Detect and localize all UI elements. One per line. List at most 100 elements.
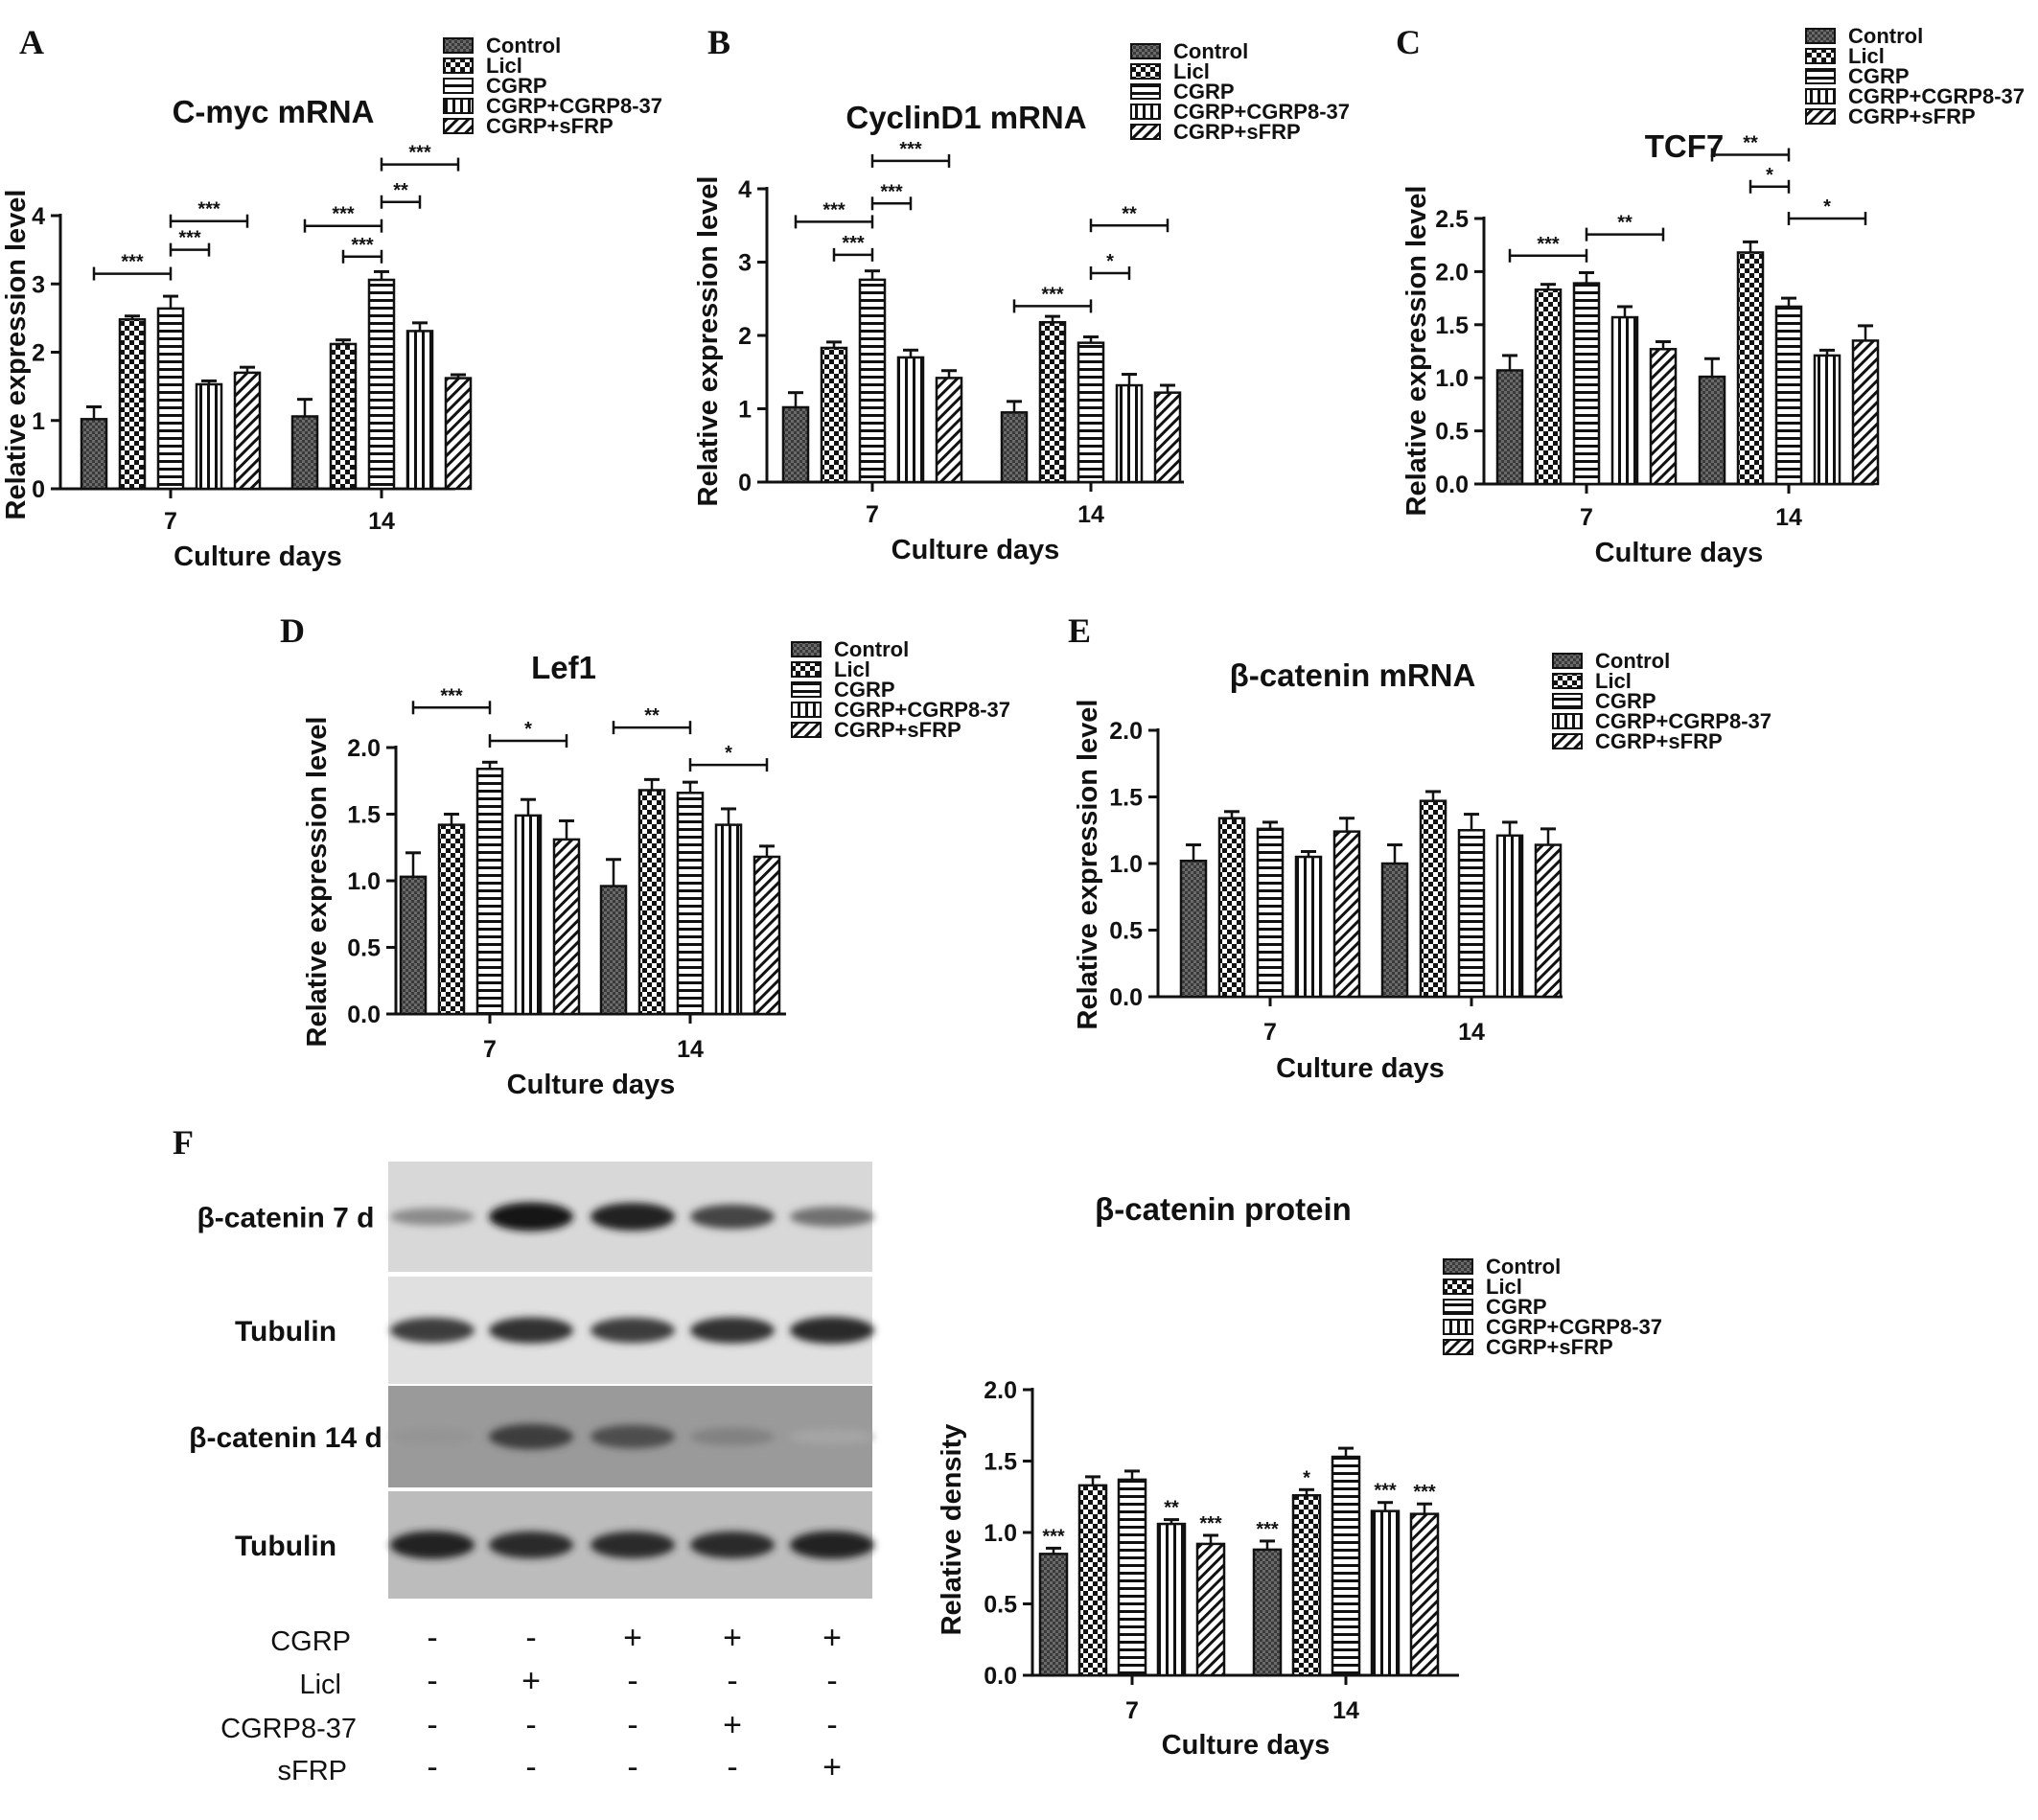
y-axis-label: Relative expression level [1401,186,1432,517]
bracket-label: *** [440,685,463,706]
bar-cgrp-sfrp-day-14 [1534,843,1563,999]
condition-row-cgrp: CGRP - - + + + [270,1620,842,1657]
y-axis-label: Relative expression level [693,176,724,507]
plus-sign: + [822,1749,842,1785]
minus-sign: - [727,1663,737,1699]
bracket-label: * [1766,165,1773,186]
bar-cgrp-day-7 [156,307,185,491]
bar-cgrp-day-14 [367,278,396,491]
legend-label: CGRP+CGRP8-37 [486,94,662,118]
bar-cgrp-sfrp-day-7 [1332,830,1361,999]
legend-label: CGRP+sFRP [486,114,614,138]
y-tick-label: 2.0 [347,735,381,762]
blot-label: Tubulin [235,1531,336,1562]
bar-control-day-7 [1038,1553,1069,1677]
bracket-label: *** [332,204,355,225]
bracket-label: *** [899,139,922,160]
legend-swatch-cgrp-cgrp8-37 [1443,1319,1473,1335]
y-tick-label: 0.5 [984,1592,1017,1619]
bracket-label: *** [1537,234,1560,255]
y-tick-label: 0.5 [1109,918,1143,945]
legend-label: CGRP+sFRP [1848,104,1976,128]
bar-licl-day-14 [1736,251,1765,486]
legend-swatch-cgrp [1130,83,1161,100]
legend-swatch-cgrp [791,681,822,698]
legend-label: CGRP+CGRP8-37 [1848,84,2025,108]
chart-c-myc-mrna: C-myc mRNA 0 1 2 3 4 7 14 Culture days Relative e… [1,34,662,572]
bracket-label: ** [1617,213,1633,234]
blot-band [390,1317,475,1344]
chart-beta-catenin-mrna: β-catenin mRNA 0.0 0.5 1.0 1.5 2.0 7 14 Culture … [1073,649,1772,1084]
legend-swatch-cgrp [1805,68,1836,84]
y-tick-label: 1.0 [1435,365,1469,392]
blot-band [690,1531,775,1559]
x-tick-label: 14 [1458,1019,1485,1046]
bar-cgrp-cgrp8-37-day-7 [1610,315,1639,486]
significance-label: *** [1042,1526,1065,1547]
bracket-label: *** [408,143,431,164]
plus-sign: + [723,1707,742,1743]
legend-swatch-control [443,37,474,54]
blot-band [790,1316,874,1345]
bar-cgrp-sfrp-day-7 [935,377,963,484]
legend-swatch-licl [1552,673,1583,689]
condition-label: CGRP [270,1626,351,1657]
legend-swatch-cgrp [443,78,474,94]
x-tick-label: 7 [1580,504,1593,531]
bar-cgrp-sfrp-day-14 [1153,391,1182,484]
legend-label: Control [1486,1255,1561,1279]
legend-label: Control [834,637,909,661]
bar-cgrp-cgrp8-37-day-14 [1495,834,1524,999]
significance-bracket: *** [870,181,913,211]
legend-swatch-cgrp-sfrp [1805,108,1836,125]
x-tick-label: 7 [1125,1697,1139,1724]
x-tick-label: 7 [866,501,879,528]
bar-licl-day-7 [1077,1484,1108,1677]
legend-swatch-cgrp-sfrp [1443,1339,1473,1355]
panel-letter-a: A [19,23,44,61]
bracket-label: *** [822,199,845,220]
panel-letter-f: F [173,1123,194,1162]
legend-label: CGRP+sFRP [834,718,961,742]
bar-cgrp-cgrp8-37-day-7 [896,356,925,484]
blot-band [489,1202,573,1232]
western-blot: β-catenin 7 d Tubulin β-catenin 14 d Tubuli… [189,1162,874,1786]
y-tick-label: 1.5 [984,1449,1017,1476]
condition-label: CGRP8-37 [220,1714,357,1744]
significance-bracket: *** [341,235,383,264]
bar-control-day-14 [1698,375,1726,486]
legend-swatch-licl [1443,1279,1473,1295]
minus-sign: - [525,1707,536,1743]
y-tick-label: 1.5 [1435,312,1469,339]
legend-label: CGRP+sFRP [1595,729,1723,753]
significance-bracket: *** [92,252,173,281]
x-tick-label: 14 [677,1036,704,1063]
bar-control-day-7 [399,875,428,1016]
bar-cgrp-day-7 [1572,282,1601,486]
bar-cgrp-cgrp8-37-day-7 [1294,855,1323,999]
plus-sign: + [623,1620,642,1656]
legend-label: CGRP+CGRP8-37 [1595,709,1772,733]
bar-control-day-7 [1495,369,1524,486]
blot-label: β-catenin 14 d [189,1422,382,1454]
legend-swatch-cgrp-sfrp [1130,124,1161,140]
bracket-label: ** [1743,133,1758,154]
y-tick-label: 1.0 [1109,851,1143,878]
bar-cgrp-day-7 [1117,1478,1147,1677]
panel-letter-e: E [1068,611,1091,650]
bar-licl-day-14 [1419,799,1447,999]
legend-swatch-control [1130,43,1161,59]
bar-cgrp-sfrp-day-14 [444,377,473,491]
bracket-label: * [1106,251,1114,272]
legend-label: CGRP [486,74,547,98]
y-tick-label: 0.5 [347,935,381,962]
legend-label: Licl [1486,1275,1522,1299]
y-tick-label: 0.0 [347,1002,381,1028]
significance-bracket: *** [169,199,249,228]
y-tick-label: 1 [738,397,752,424]
